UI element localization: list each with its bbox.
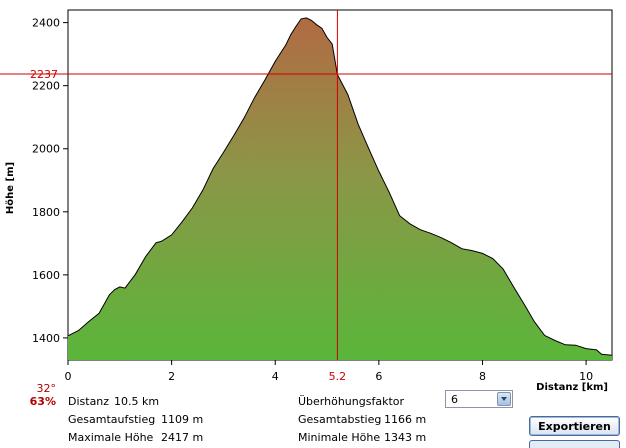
exaggeration-select-value: 6 <box>451 393 458 406</box>
x-tick-label: 2 <box>168 370 175 383</box>
y-tick-label: 1800 <box>32 206 60 219</box>
x-axis-label: Distanz [km] <box>536 382 608 392</box>
y-tick-label: 1400 <box>32 332 60 345</box>
x-tick-label: 6 <box>375 370 382 383</box>
y-tick-label: 2400 <box>32 17 60 30</box>
x-tick-label: 4 <box>272 370 279 383</box>
max-height-label: Maximale Höhe <box>68 431 154 444</box>
elevation-outline <box>67 17 613 356</box>
export-button[interactable]: Exportieren <box>529 416 620 436</box>
distance-label: Distanz <box>68 395 110 408</box>
elevation-area <box>68 17 612 361</box>
secondary-button-edge[interactable] <box>529 440 620 448</box>
x-tick-label: 10 <box>579 370 593 383</box>
chevron-down-icon[interactable] <box>497 392 511 406</box>
exaggeration-select[interactable]: 6 <box>445 390 513 408</box>
descent-value: 1166 m <box>384 413 427 426</box>
ascent-value: 1109 m <box>161 413 204 426</box>
distance-value: 10.5 km <box>114 395 160 408</box>
cursor-percent: 63% <box>29 395 56 408</box>
min-height-value: 1343 m <box>384 431 427 444</box>
ascent-label: Gesamtaufstieg <box>68 413 156 426</box>
cursor-distance-label: 5.2 <box>329 370 347 383</box>
y-tick-label: 2200 <box>32 80 60 93</box>
exaggeration-label: Überhöhungsfaktor <box>298 395 405 408</box>
x-tick-label: 8 <box>479 370 486 383</box>
y-axis-label: Höhe [m] <box>5 162 16 214</box>
x-tick-label: 0 <box>65 370 72 383</box>
y-tick-label: 2000 <box>32 143 60 156</box>
min-height-label: Minimale Höhe <box>298 431 381 444</box>
cursor-angle: 32° <box>36 382 57 395</box>
descent-label: Gesamtabstieg <box>298 413 382 426</box>
y-tick-label: 1600 <box>32 269 60 282</box>
cursor-distance-box <box>317 369 358 383</box>
max-height-value: 2417 m <box>161 431 204 444</box>
